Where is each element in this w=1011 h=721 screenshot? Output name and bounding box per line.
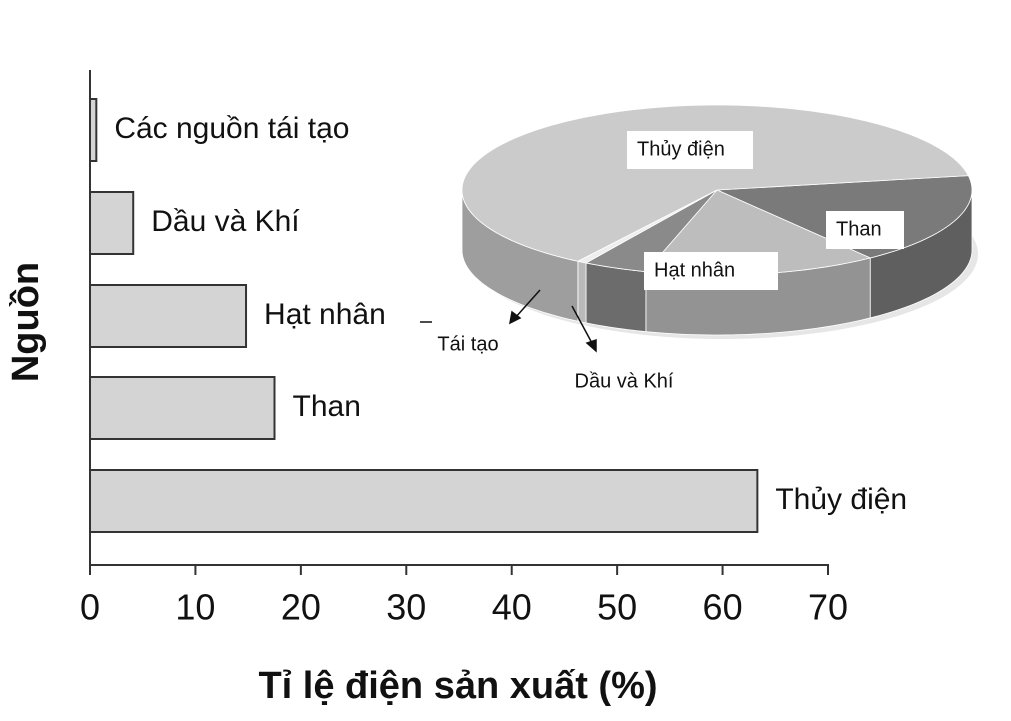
bar (89, 98, 98, 162)
y-axis-label: Nguồn (5, 262, 47, 382)
x-axis-label: Tỉ lệ điện sản xuất (%) (258, 665, 657, 707)
pie-label-box (826, 211, 904, 249)
bar (89, 284, 248, 348)
pie-slice (584, 189, 718, 273)
pie-label: Dầu và Khí (575, 370, 674, 392)
pie-slice (461, 104, 969, 262)
bar (89, 376, 276, 440)
x-tick-label: 20 (281, 587, 321, 628)
x-tick-label: 50 (597, 587, 637, 628)
pie-arrows (420, 289, 597, 353)
pie-label: Tái tạo (437, 333, 498, 355)
x-tick-label: 70 (808, 587, 848, 628)
bar-category-label: Dầu và Khí (151, 205, 300, 238)
bar (89, 469, 759, 533)
pie-chart: Than Hạt nhân Dầu và Khí Tái tạo Thủy điện (437, 104, 978, 392)
bar-category-label: Các nguồn tái tạo (114, 112, 349, 145)
x-tick-label: 40 (492, 587, 532, 628)
x-tick-label: 60 (703, 587, 743, 628)
pie-slice-side (585, 262, 647, 333)
pie-label-box (627, 131, 753, 169)
x-tick-label: 30 (386, 587, 426, 628)
pie-label: Than (836, 218, 882, 240)
pie-label-box (644, 252, 778, 290)
x-tick-label: 0 (80, 587, 100, 628)
bar-category-label: Than (293, 390, 361, 423)
pie-slice-side (577, 260, 587, 324)
bar-category-label: Hạt nhân (264, 298, 386, 331)
bar (89, 191, 135, 255)
pie-label: Thủy điện (637, 138, 725, 160)
bar-category-label: Thủy điện (775, 483, 907, 516)
x-tick-label: 10 (175, 587, 215, 628)
pie-label: Hạt nhân (654, 259, 735, 281)
